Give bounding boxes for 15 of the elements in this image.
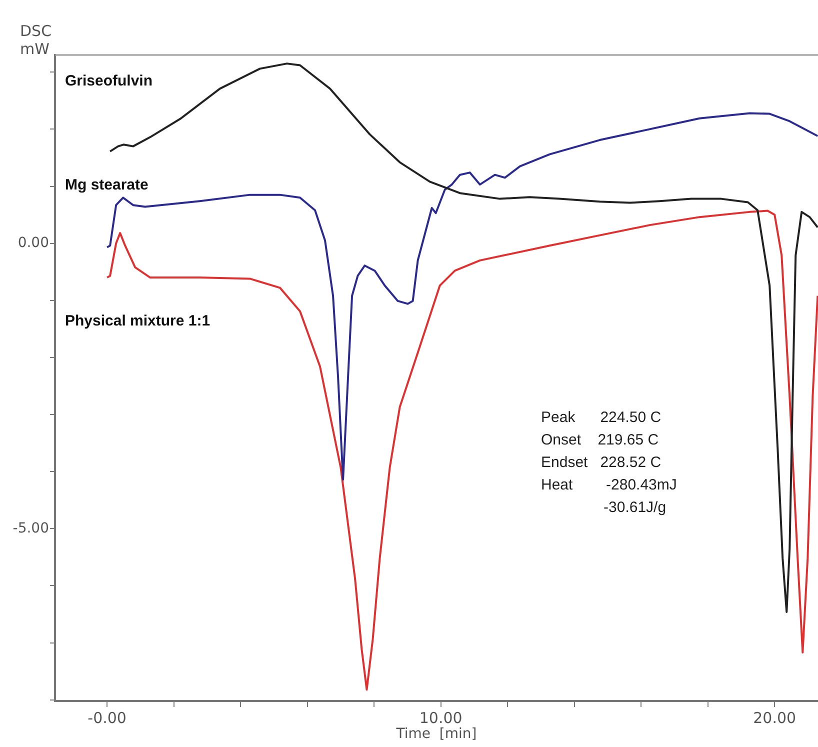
y-tick-label: 0.00 [18, 234, 49, 251]
x-tick-label: 10.00 [419, 708, 462, 727]
annotation: Heat -280.43mJ [541, 476, 677, 494]
annotation: Peak 224.50 C [541, 409, 662, 426]
series-label: Mg stearate [65, 176, 148, 194]
x-tick-label: 20.00 [753, 708, 796, 727]
x-tick-label: -0.00 [88, 708, 126, 727]
text: Griseofulvin [65, 72, 153, 90]
annotation: Onset 219.65 C [541, 432, 659, 449]
annotation: Endset 228.52 C [541, 454, 662, 472]
y-axis-title: DSC mW [20, 22, 52, 58]
x-axis-title: Time [min] [395, 726, 477, 742]
y-tick-label: -5.00 [12, 520, 49, 536]
text: Physical mixture 1:1 [65, 312, 210, 330]
annotation: -30.61J/g [541, 499, 666, 516]
